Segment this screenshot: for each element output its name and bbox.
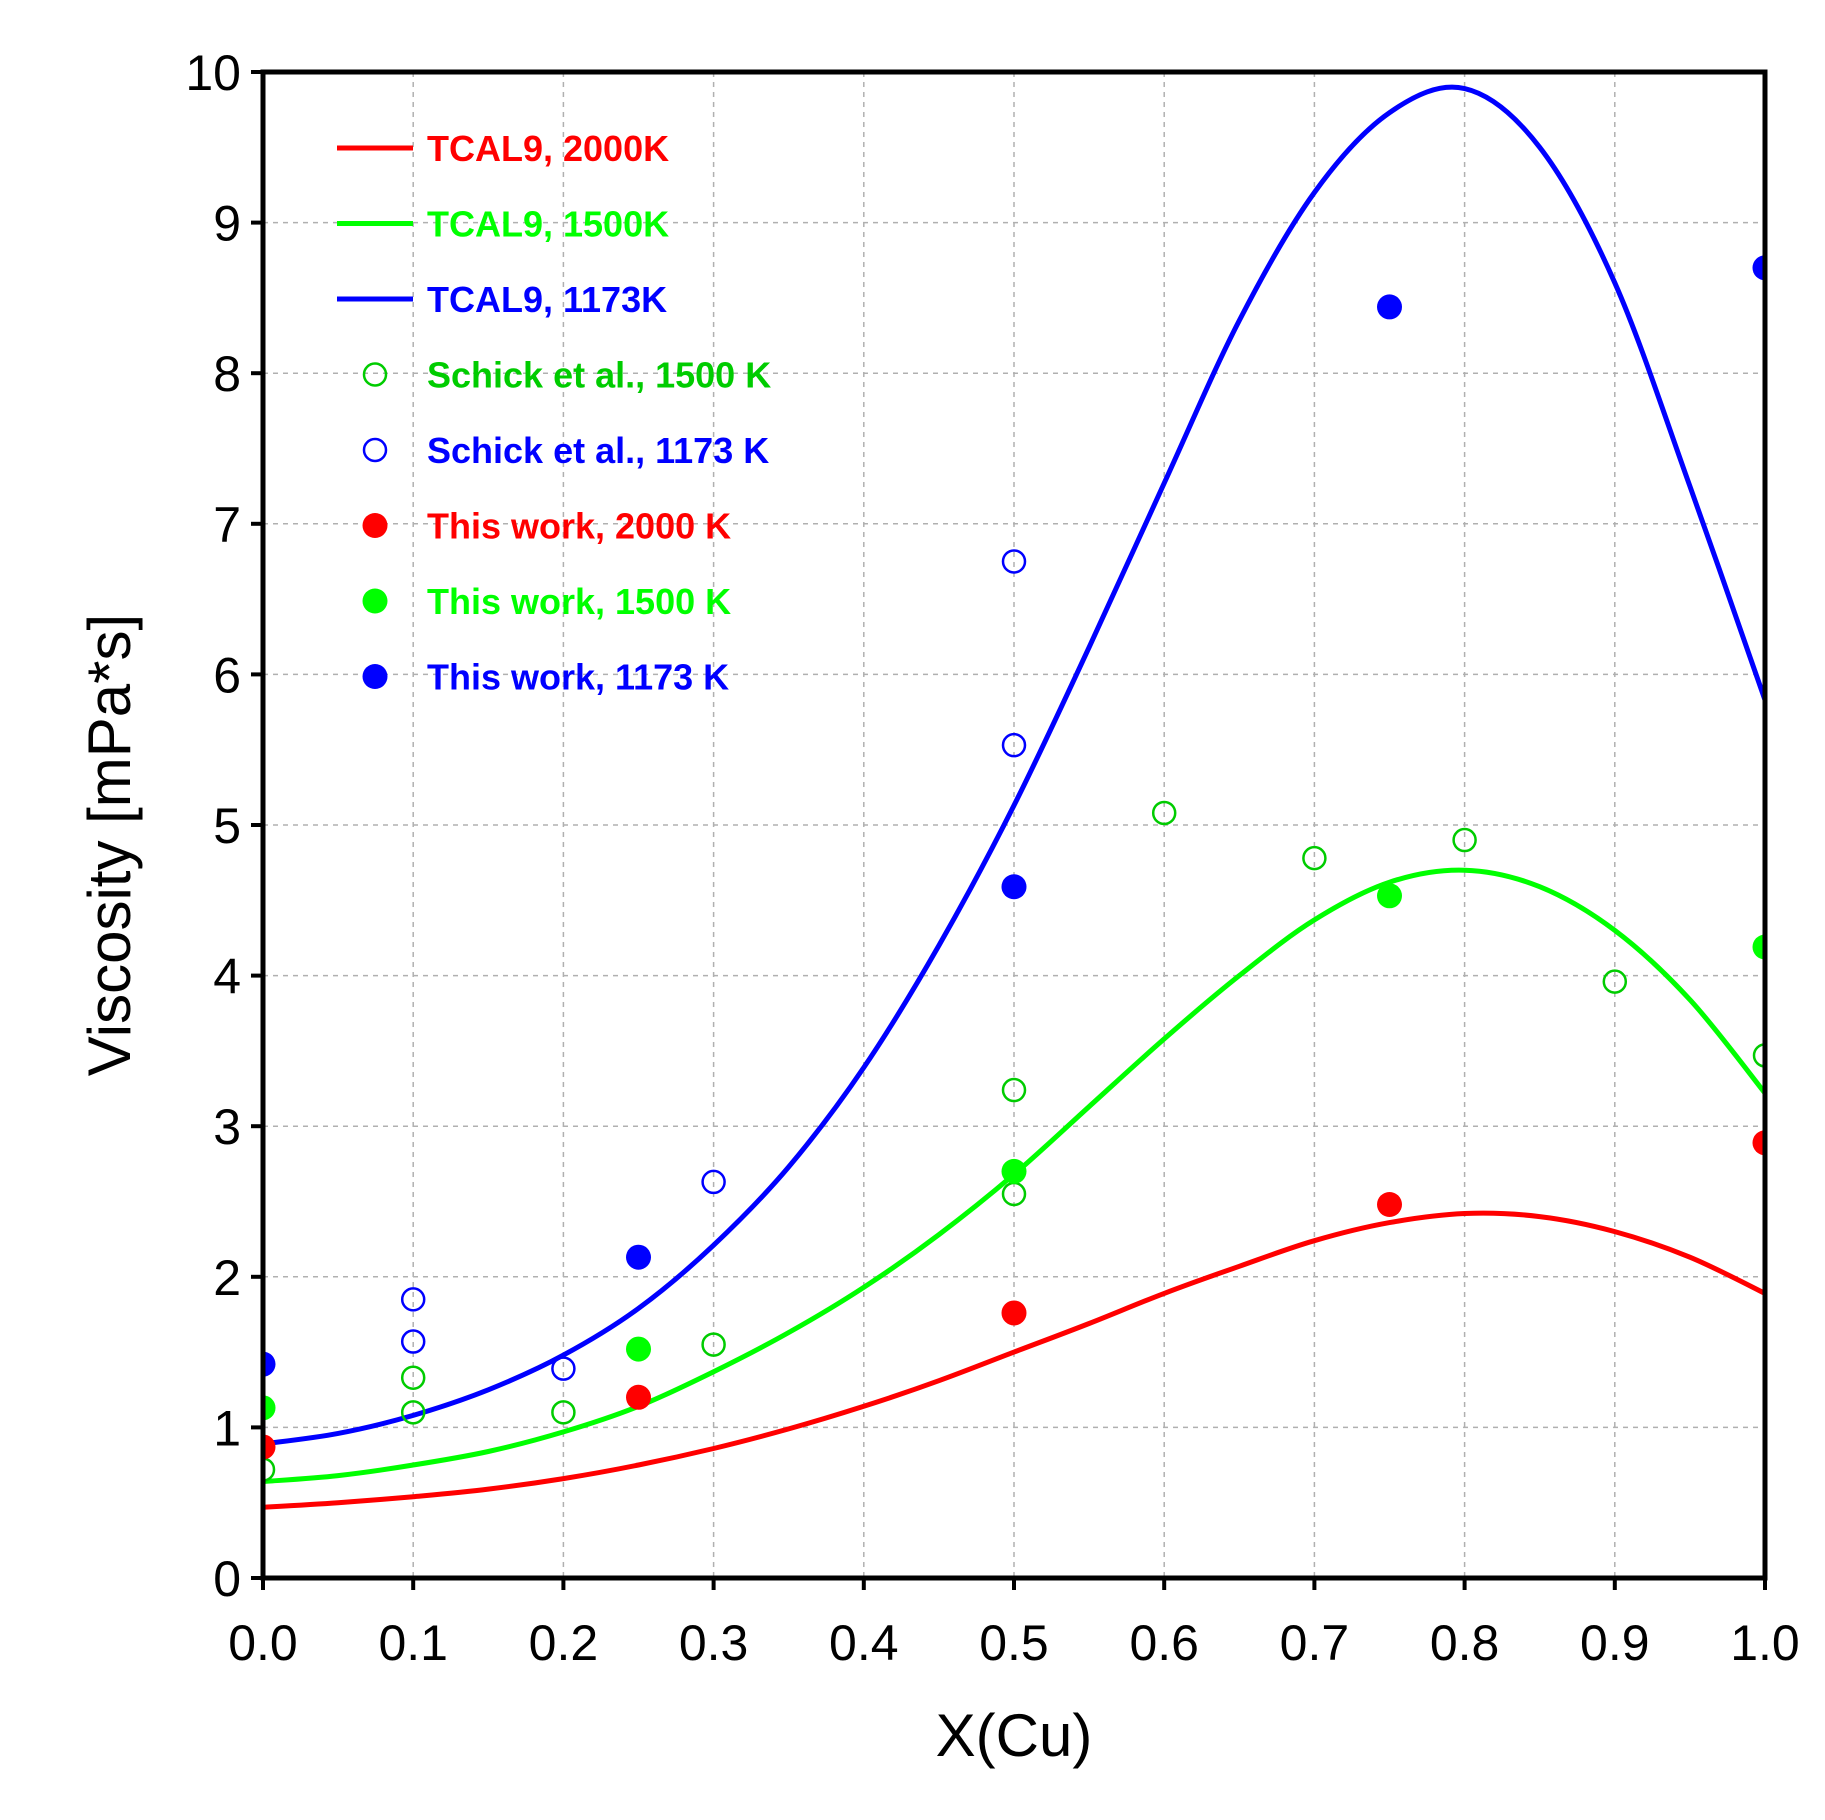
- x-tick-label: 0.6: [1129, 1615, 1199, 1671]
- x-tick-label: 0.4: [829, 1615, 899, 1671]
- x-tick-label: 0.1: [378, 1615, 448, 1671]
- legend-label-schick-et-al-1500-k: Schick et al., 1500 K: [427, 355, 771, 396]
- point-this-work-2000-k: [1377, 1192, 1402, 1218]
- legend-item-tcal9-2000k: TCAL9, 2000K: [337, 128, 669, 169]
- legend-label-this-work-2000-k: This work, 2000 K: [427, 506, 731, 547]
- legend-label-schick-et-al-1173-k: Schick et al., 1173 K: [427, 430, 769, 471]
- y-tick-label: 9: [213, 196, 241, 252]
- point-this-work-1500-k: [1377, 883, 1402, 909]
- x-tick-label: 0.5: [979, 1615, 1049, 1671]
- x-tick-label: 1.0: [1730, 1615, 1800, 1671]
- x-tick-label: 0.3: [679, 1615, 749, 1671]
- point-schick-et-al-1500-k: [1602, 969, 1628, 994]
- legend-label-this-work-1173-k: This work, 1173 K: [427, 657, 729, 698]
- legend-label-tcal9-1500k: TCAL9, 1500K: [427, 204, 669, 245]
- y-tick-label: 2: [213, 1250, 241, 1306]
- data-layer: [263, 84, 1765, 1510]
- point-this-work-2000-k: [626, 1384, 651, 1410]
- legend: TCAL9, 2000K TCAL9, 1500K TCAL9, 1173K Schi…: [337, 128, 771, 698]
- legend-item-tcal9-1173k: TCAL9, 1173K: [337, 279, 667, 320]
- legend-item-this-work-2000-k: This work, 2000 K: [362, 506, 731, 547]
- legend-swatch-this-work-2000-k: [362, 513, 388, 538]
- y-axis-title: Viscosity [mPa*s]: [76, 614, 143, 1076]
- x-tick-label: 0.9: [1580, 1615, 1650, 1671]
- ticks: 0.0 0.1 0.2 0.3 0.4 0.5 0.6 0.7 0.8 0.9 1.0 0 1 2 3 4 5 6…: [185, 45, 1799, 1671]
- point-schick-et-al-1500-k: [1452, 827, 1477, 853]
- point-this-work-1500-k: [1001, 1158, 1027, 1184]
- series-line-tcal9-2000k: [263, 1210, 1765, 1510]
- point-this-work-2000-k: [263, 1434, 276, 1460]
- point-this-work-1173-k: [1377, 294, 1402, 320]
- y-tick-label: 7: [213, 497, 241, 553]
- grid: [263, 72, 1765, 1578]
- legend-label-tcal9-2000k: TCAL9, 2000K: [427, 128, 669, 169]
- point-this-work-1500-k: [1752, 934, 1765, 960]
- legend-label-this-work-1500-k: This work, 1500 K: [427, 581, 731, 622]
- point-schick-et-al-1500-k: [1001, 1077, 1027, 1103]
- point-schick-et-al-1173-k: [400, 1287, 426, 1312]
- point-schick-et-al-1173-k: [701, 1169, 726, 1195]
- legend-swatch-schick-et-al-1173-k: [362, 437, 388, 463]
- legend-item-schick-et-al-1173-k: Schick et al., 1173 K: [362, 430, 769, 471]
- y-tick-label: 5: [213, 798, 241, 854]
- point-this-work-1173-k: [626, 1244, 651, 1270]
- point-schick-et-al-1500-k: [551, 1400, 576, 1425]
- y-tick-label: 8: [213, 346, 241, 402]
- point-schick-et-al-1500-k: [400, 1400, 426, 1425]
- legend-item-this-work-1500-k: This work, 1500 K: [362, 581, 731, 622]
- y-tick-label: 1: [213, 1400, 241, 1456]
- point-this-work-1500-k: [626, 1336, 651, 1362]
- y-tick-label: 3: [213, 1099, 241, 1155]
- point-this-work-2000-k: [1001, 1300, 1027, 1326]
- point-this-work-1173-k: [263, 1351, 276, 1377]
- series-line-tcal9-1173k: [263, 84, 1765, 1447]
- legend-swatch-this-work-1173-k: [362, 664, 388, 689]
- y-tick-label: 6: [213, 647, 241, 703]
- point-this-work-1500-k: [263, 1395, 276, 1421]
- point-schick-et-al-1500-k: [1302, 845, 1327, 871]
- point-schick-et-al-1173-k: [1001, 732, 1027, 758]
- point-schick-et-al-1500-k: [701, 1332, 726, 1357]
- point-schick-et-al-1500-k: [1752, 1043, 1765, 1068]
- y-tick-label: 10: [185, 45, 241, 101]
- point-schick-et-al-1173-k: [400, 1329, 426, 1354]
- point-this-work-1173-k: [1001, 874, 1027, 900]
- x-tick-label: 0.2: [529, 1615, 599, 1671]
- point-this-work-2000-k: [1752, 1130, 1765, 1156]
- series-line-tcal9-1500k: [263, 867, 1765, 1485]
- y-tick-label: 4: [213, 949, 241, 1005]
- x-tick-label: 0.0: [228, 1615, 298, 1671]
- y-tick-label: 0: [213, 1551, 241, 1607]
- point-schick-et-al-1500-k: [263, 1457, 276, 1482]
- point-schick-et-al-1173-k: [1001, 549, 1027, 574]
- x-tick-label: 0.8: [1430, 1615, 1500, 1671]
- point-schick-et-al-1500-k: [400, 1365, 426, 1390]
- point-schick-et-al-1173-k: [551, 1356, 576, 1381]
- legend-item-this-work-1173-k: This work, 1173 K: [362, 657, 729, 698]
- legend-swatch-this-work-1500-k: [362, 588, 388, 614]
- point-schick-et-al-1500-k: [1151, 800, 1177, 826]
- point-this-work-1173-k: [1752, 255, 1765, 281]
- legend-label-tcal9-1173k: TCAL9, 1173K: [427, 279, 667, 320]
- legend-swatch-schick-et-al-1500-k: [362, 362, 388, 387]
- x-tick-label: 0.7: [1280, 1615, 1350, 1671]
- legend-item-tcal9-1500k: TCAL9, 1500K: [337, 204, 669, 245]
- legend-item-schick-et-al-1500-k: Schick et al., 1500 K: [362, 355, 771, 396]
- x-axis-title: X(Cu): [936, 1702, 1093, 1769]
